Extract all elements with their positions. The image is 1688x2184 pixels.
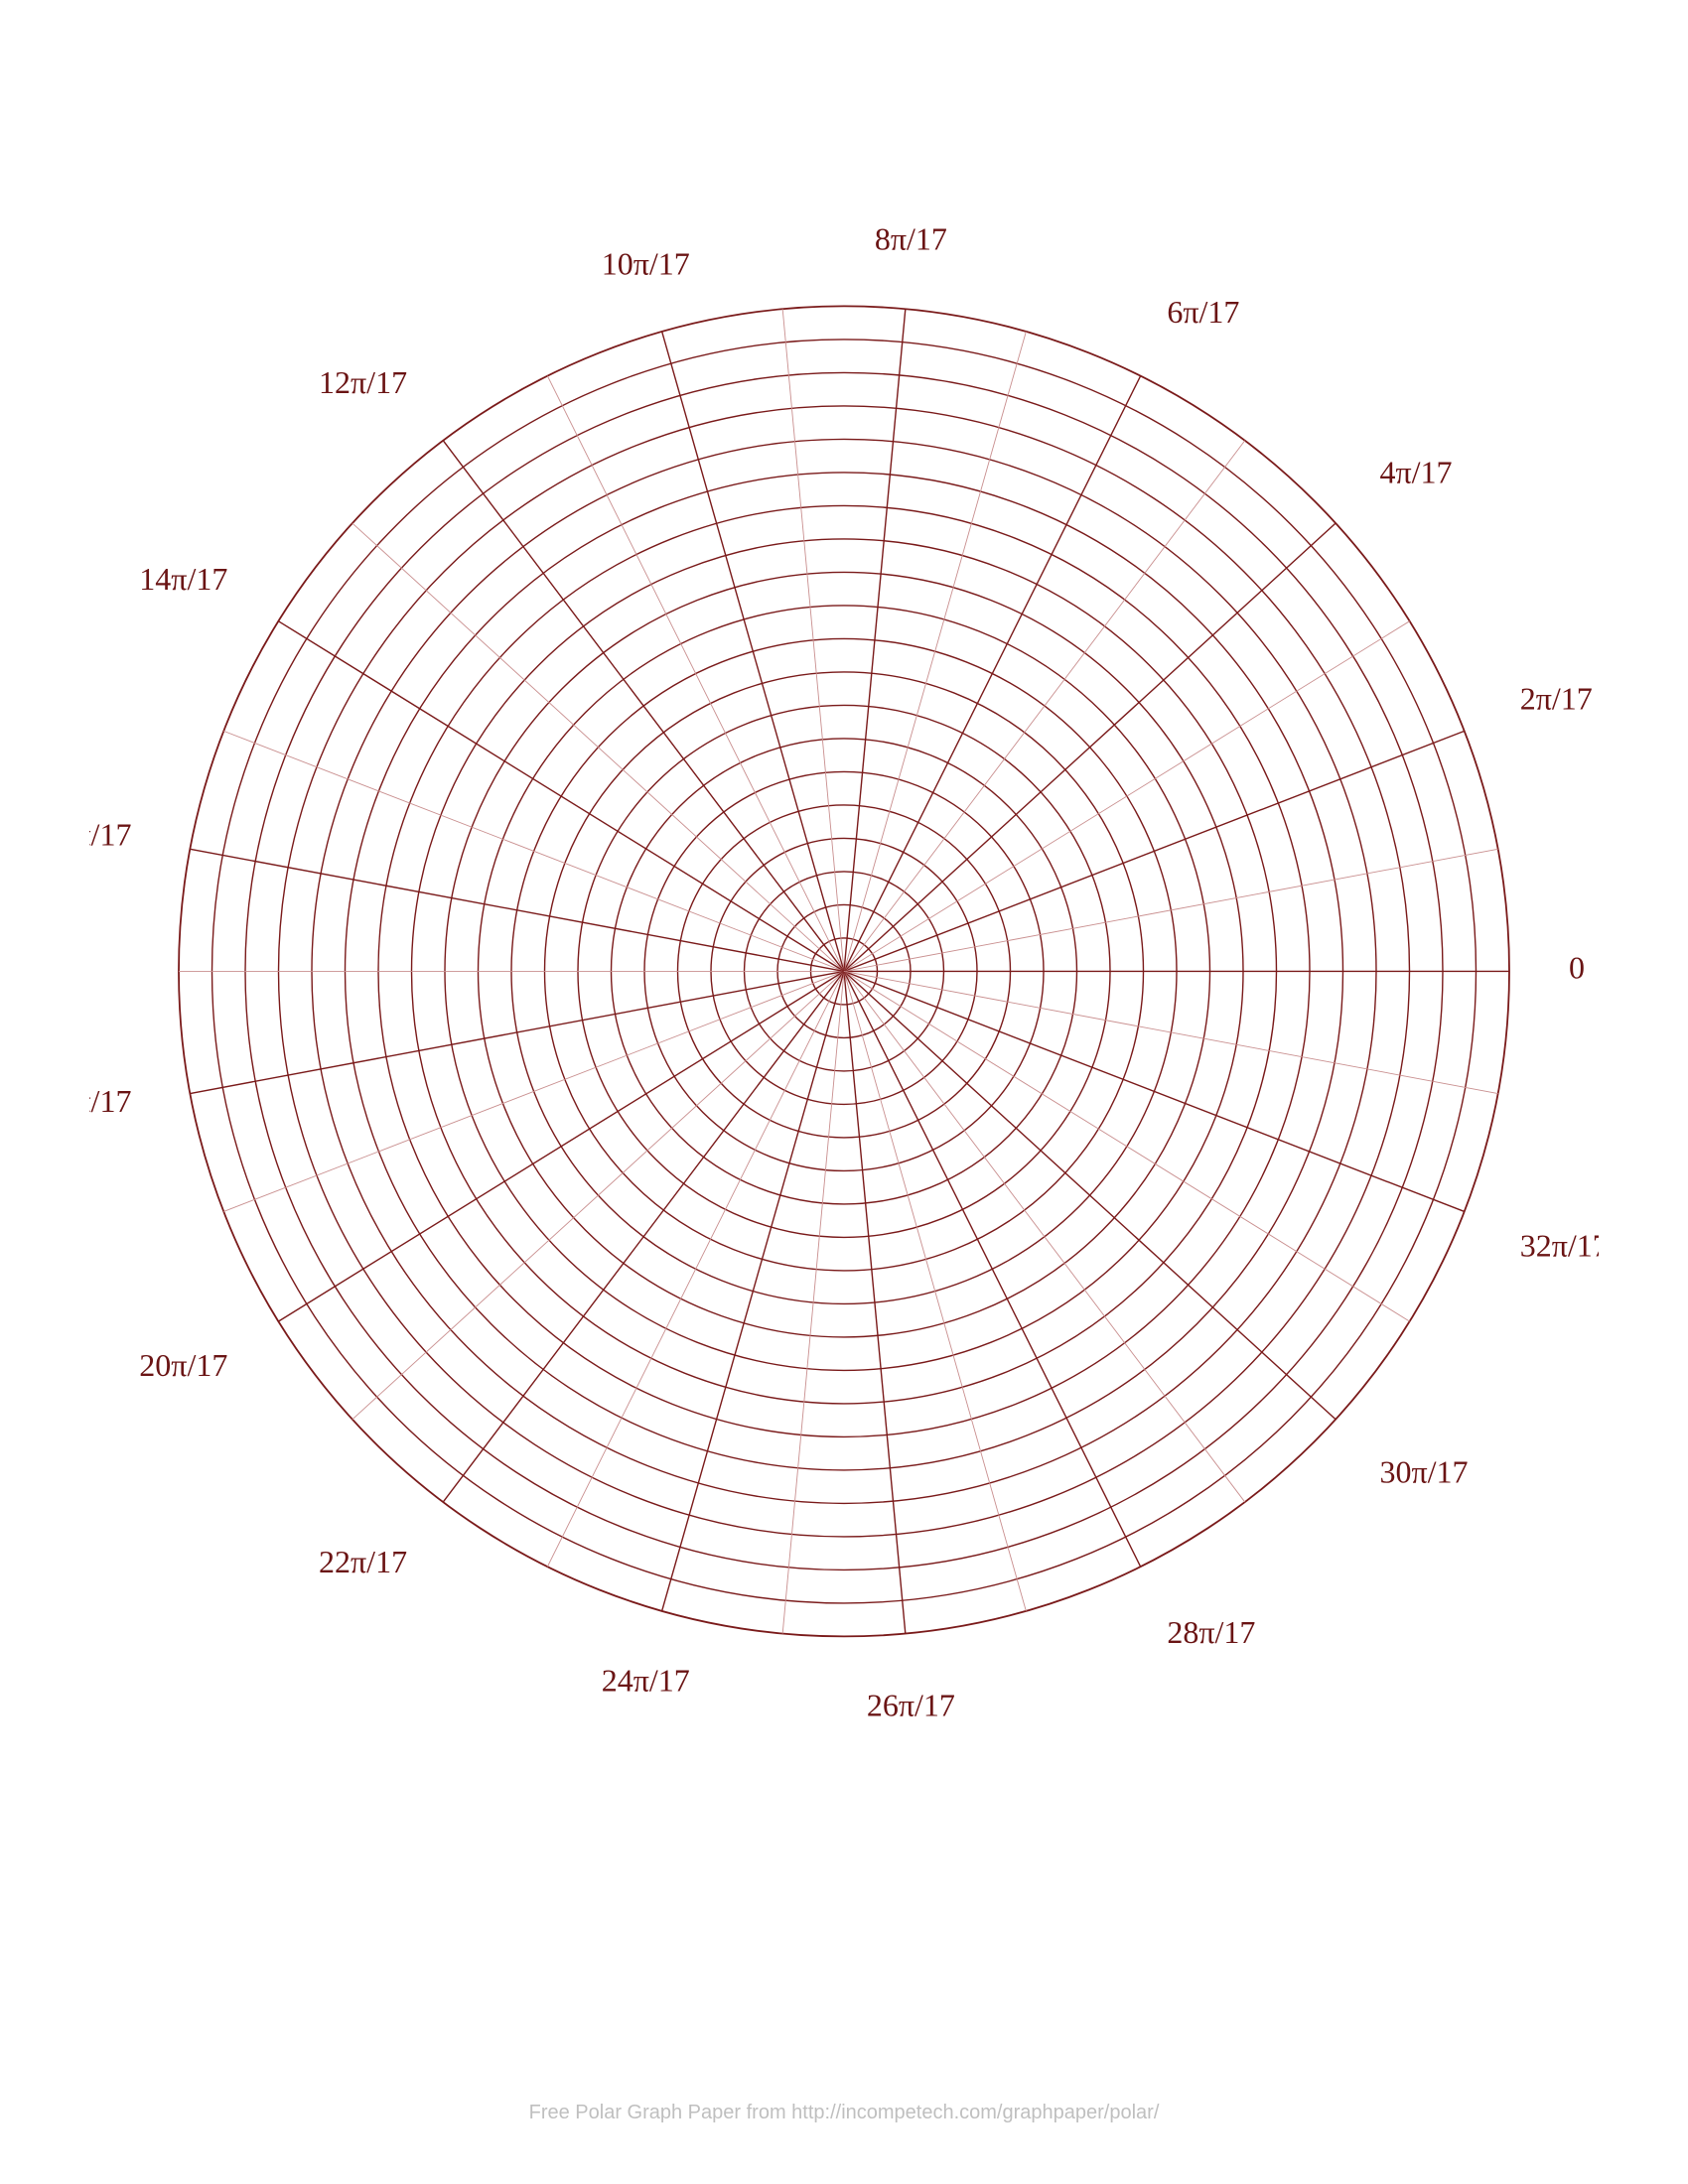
spoke-label: 16π/17	[89, 817, 131, 853]
spoke-label: 14π/17	[139, 561, 227, 597]
polar-grid-container: 0 2π/17 4π/17 6π/17 8π/17 10π/17 12π/17 14π/17 1…	[89, 216, 1599, 1725]
spoke-label: 8π/17	[875, 221, 947, 257]
spoke-label: 0	[1569, 950, 1585, 986]
spoke-label: 4π/17	[1379, 455, 1452, 490]
spoke-label: 6π/17	[1167, 294, 1239, 330]
spoke-label: 26π/17	[867, 1687, 955, 1722]
spoke-label: 20π/17	[139, 1347, 227, 1383]
spoke-label: 22π/17	[319, 1544, 407, 1579]
spoke-label: 12π/17	[319, 364, 407, 400]
spoke-label: 2π/17	[1520, 681, 1593, 717]
spoke-label: 24π/17	[602, 1663, 690, 1699]
spoke-label: 10π/17	[602, 245, 690, 281]
spoke-label: 30π/17	[1379, 1453, 1468, 1489]
polar-grid: 0 2π/17 4π/17 6π/17 8π/17 10π/17 12π/17 14π/17 1…	[89, 216, 1599, 1725]
spoke-label: 28π/17	[1167, 1614, 1255, 1650]
page: { "polar_grid": { "type": "polar-grid", …	[0, 0, 1688, 2184]
footer-credit: Free Polar Graph Paper from http://incom…	[0, 2102, 1688, 2124]
spoke-label: 32π/17	[1520, 1227, 1599, 1263]
spoke-label: 18π/17	[89, 1083, 131, 1119]
